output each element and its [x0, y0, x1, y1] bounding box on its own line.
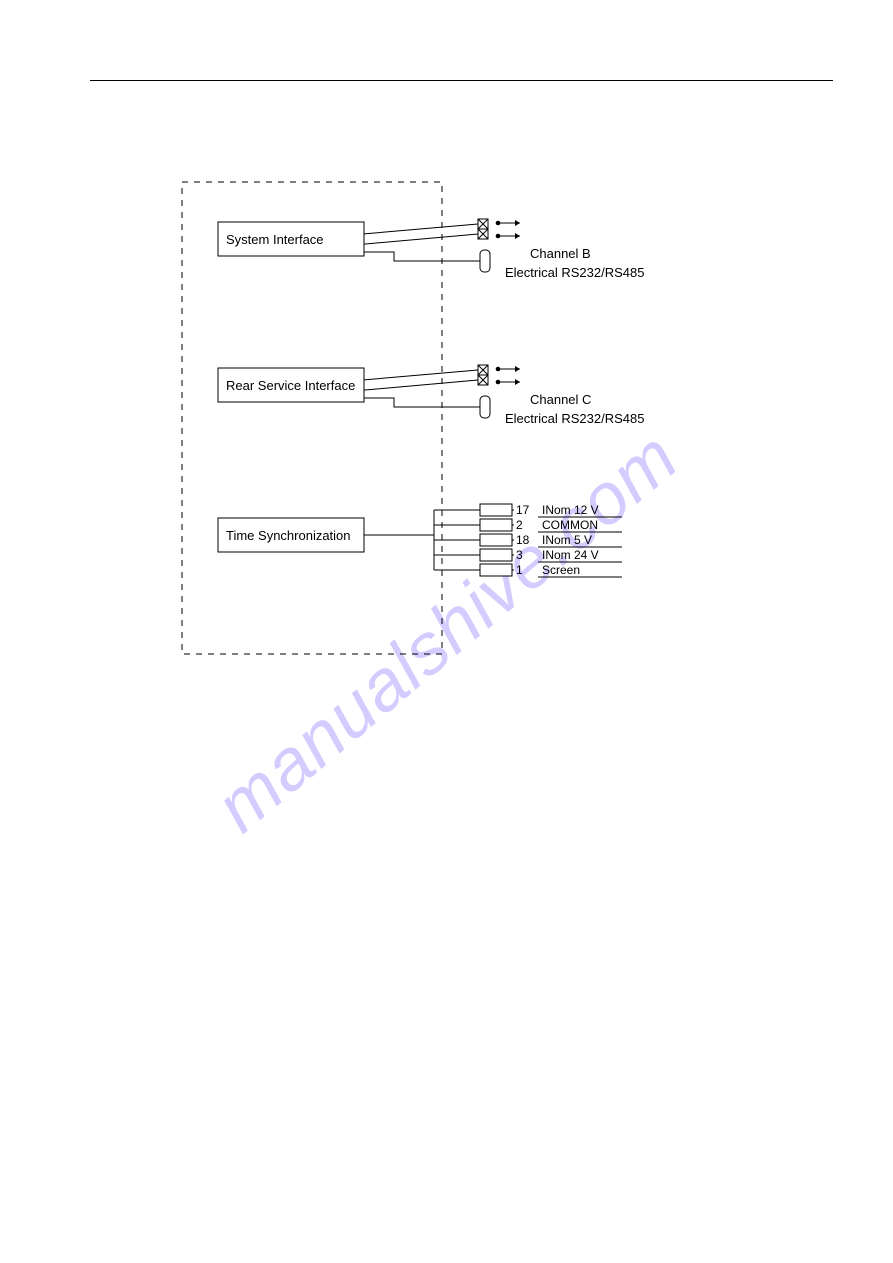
diagram-label: 1 [516, 563, 523, 577]
diagram-label: Electrical RS232/RS485 [505, 265, 644, 280]
diagram-label: Screen [542, 563, 580, 577]
diagram-label: INom 24 V [542, 548, 599, 562]
diagram-label: INom 12 V [542, 503, 599, 517]
diagram-label: 2 [516, 518, 523, 532]
diagram-label: 17 [516, 503, 529, 517]
diagram-label: System Interface [226, 232, 324, 247]
diagram-label: COMMON [542, 518, 598, 532]
diagram-label: Channel C [530, 392, 591, 407]
diagram-label: 3 [516, 548, 523, 562]
diagram-label: Time Synchronization [226, 528, 351, 543]
diagram-label: Channel B [530, 246, 591, 261]
diagram-label: INom 5 V [542, 533, 592, 547]
diagram-label: Electrical RS232/RS485 [505, 411, 644, 426]
diagram-label: Rear Service Interface [226, 378, 355, 393]
diagram-label: 18 [516, 533, 529, 547]
diagram-canvas [0, 0, 893, 1263]
